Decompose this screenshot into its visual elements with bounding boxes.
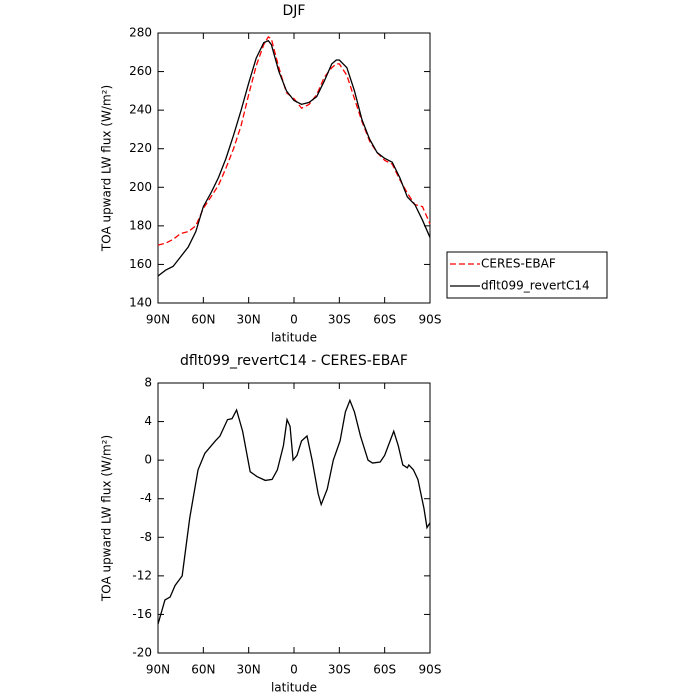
legend-label: CERES-EBAF xyxy=(481,257,556,271)
y-tick-label: 0 xyxy=(144,453,152,467)
x-tick-label: 60S xyxy=(373,313,396,327)
x-tick-label: 60N xyxy=(191,313,215,327)
y-tick-label: 280 xyxy=(129,26,152,40)
x-tick-label: 60N xyxy=(191,663,215,677)
x-tick-label: 90N xyxy=(146,663,170,677)
x-tick-label: 0 xyxy=(290,313,298,327)
x-axis-label: latitude xyxy=(271,331,317,345)
y-axis-label: TOA upward LW flux (W/m²) xyxy=(100,435,114,602)
y-tick-label: 140 xyxy=(129,296,152,310)
plot-frame xyxy=(157,32,431,304)
x-tick-label: 90S xyxy=(419,663,442,677)
x-tick-label: 30S xyxy=(328,313,351,327)
x-tick-label: 90S xyxy=(419,313,442,327)
y-tick-label: 260 xyxy=(129,64,152,78)
legend-box xyxy=(446,251,608,299)
y-tick-label: 200 xyxy=(129,180,152,194)
y-tick-label: -4 xyxy=(140,491,152,505)
y-tick-label: 160 xyxy=(129,257,152,271)
y-axis-label: TOA upward LW flux (W/m²) xyxy=(100,85,114,252)
x-tick-label: 30S xyxy=(328,663,351,677)
y-tick-label: 240 xyxy=(129,103,152,117)
x-axis-label: latitude xyxy=(271,681,317,695)
y-tick-label: -16 xyxy=(132,607,152,621)
x-tick-label: 0 xyxy=(290,663,298,677)
x-tick-label: 60S xyxy=(373,663,396,677)
data-line xyxy=(157,39,431,277)
x-tick-label: 30N xyxy=(237,663,261,677)
y-tick-label: 220 xyxy=(129,141,152,155)
data-line xyxy=(157,35,431,246)
y-tick-label: 4 xyxy=(144,414,152,428)
data-line xyxy=(157,398,431,625)
plot-frame xyxy=(157,382,431,654)
legend-label: dflt099_revertC14 xyxy=(481,279,590,293)
chart-title: DJF xyxy=(283,3,306,19)
y-tick-label: -12 xyxy=(132,568,152,582)
y-tick-label: -8 xyxy=(140,530,152,544)
x-tick-label: 90N xyxy=(146,313,170,327)
y-tick-label: -20 xyxy=(132,646,152,660)
x-tick-label: 30N xyxy=(237,313,261,327)
y-tick-label: 180 xyxy=(129,218,152,232)
chart-title: dflt099_revertC14 - CERES-EBAF xyxy=(180,353,408,369)
y-tick-label: 8 xyxy=(144,376,152,390)
